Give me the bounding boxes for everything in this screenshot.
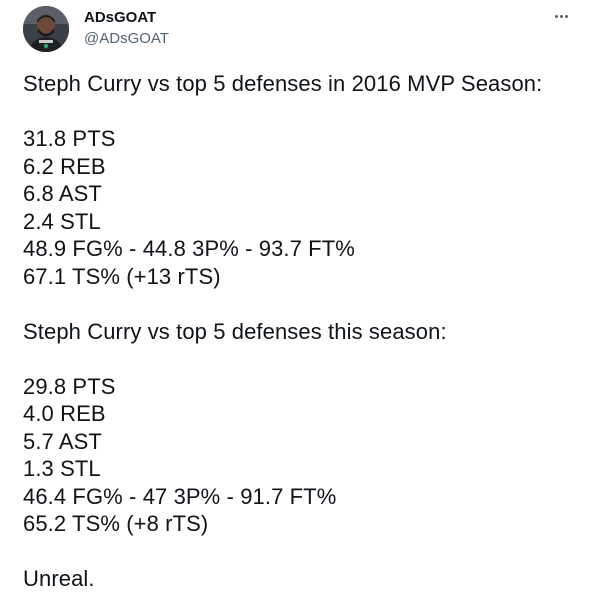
stat-line: 4.0 REB [23,401,106,426]
dot [564,14,568,18]
user-avatar-icon [23,6,69,52]
section-heading: Steph Curry vs top 5 defenses in 2016 MV… [23,71,543,96]
blank-line [23,290,573,318]
stat-line: 48.9 FG% - 44.8 3P% - 93.7 FT% [23,236,355,261]
section-heading: Steph Curry vs top 5 defenses this seaso… [23,318,447,344]
stat-line: 29.8 PTS [23,373,116,399]
stat-line: 2.4 STL [23,208,101,234]
closing-line: Unreal. [23,566,95,591]
author-names: ADsGOAT @ADsGOAT [84,9,169,48]
stat-line: 6.2 REB [23,153,106,179]
tweet-header: ADsGOAT @ADsGOAT [23,6,573,52]
dot [559,14,563,18]
user-handle[interactable]: @ADsGOAT [84,30,169,47]
blank-line [23,98,573,126]
dot [554,14,558,18]
stat-line: 5.7 AST [23,428,102,454]
stat-line: 6.8 AST [23,181,102,206]
display-name[interactable]: ADsGOAT [84,9,157,26]
more-options-icon[interactable] [549,6,573,26]
stat-line: 65.2 TS% (+8 rTS) [23,511,209,536]
stat-line: 31.8 PTS [23,126,116,151]
stat-line: 46.4 FG% - 47 3P% - 91.7 FT% [23,483,337,509]
blank-line [23,345,573,373]
stat-line: 1.3 STL [23,456,101,481]
blank-line [23,538,573,566]
avatar[interactable] [23,6,69,52]
stat-line: 67.1 TS% (+13 rTS) [23,263,221,289]
tweet-text: Steph Curry vs top 5 defenses in 2016 MV… [23,70,573,593]
